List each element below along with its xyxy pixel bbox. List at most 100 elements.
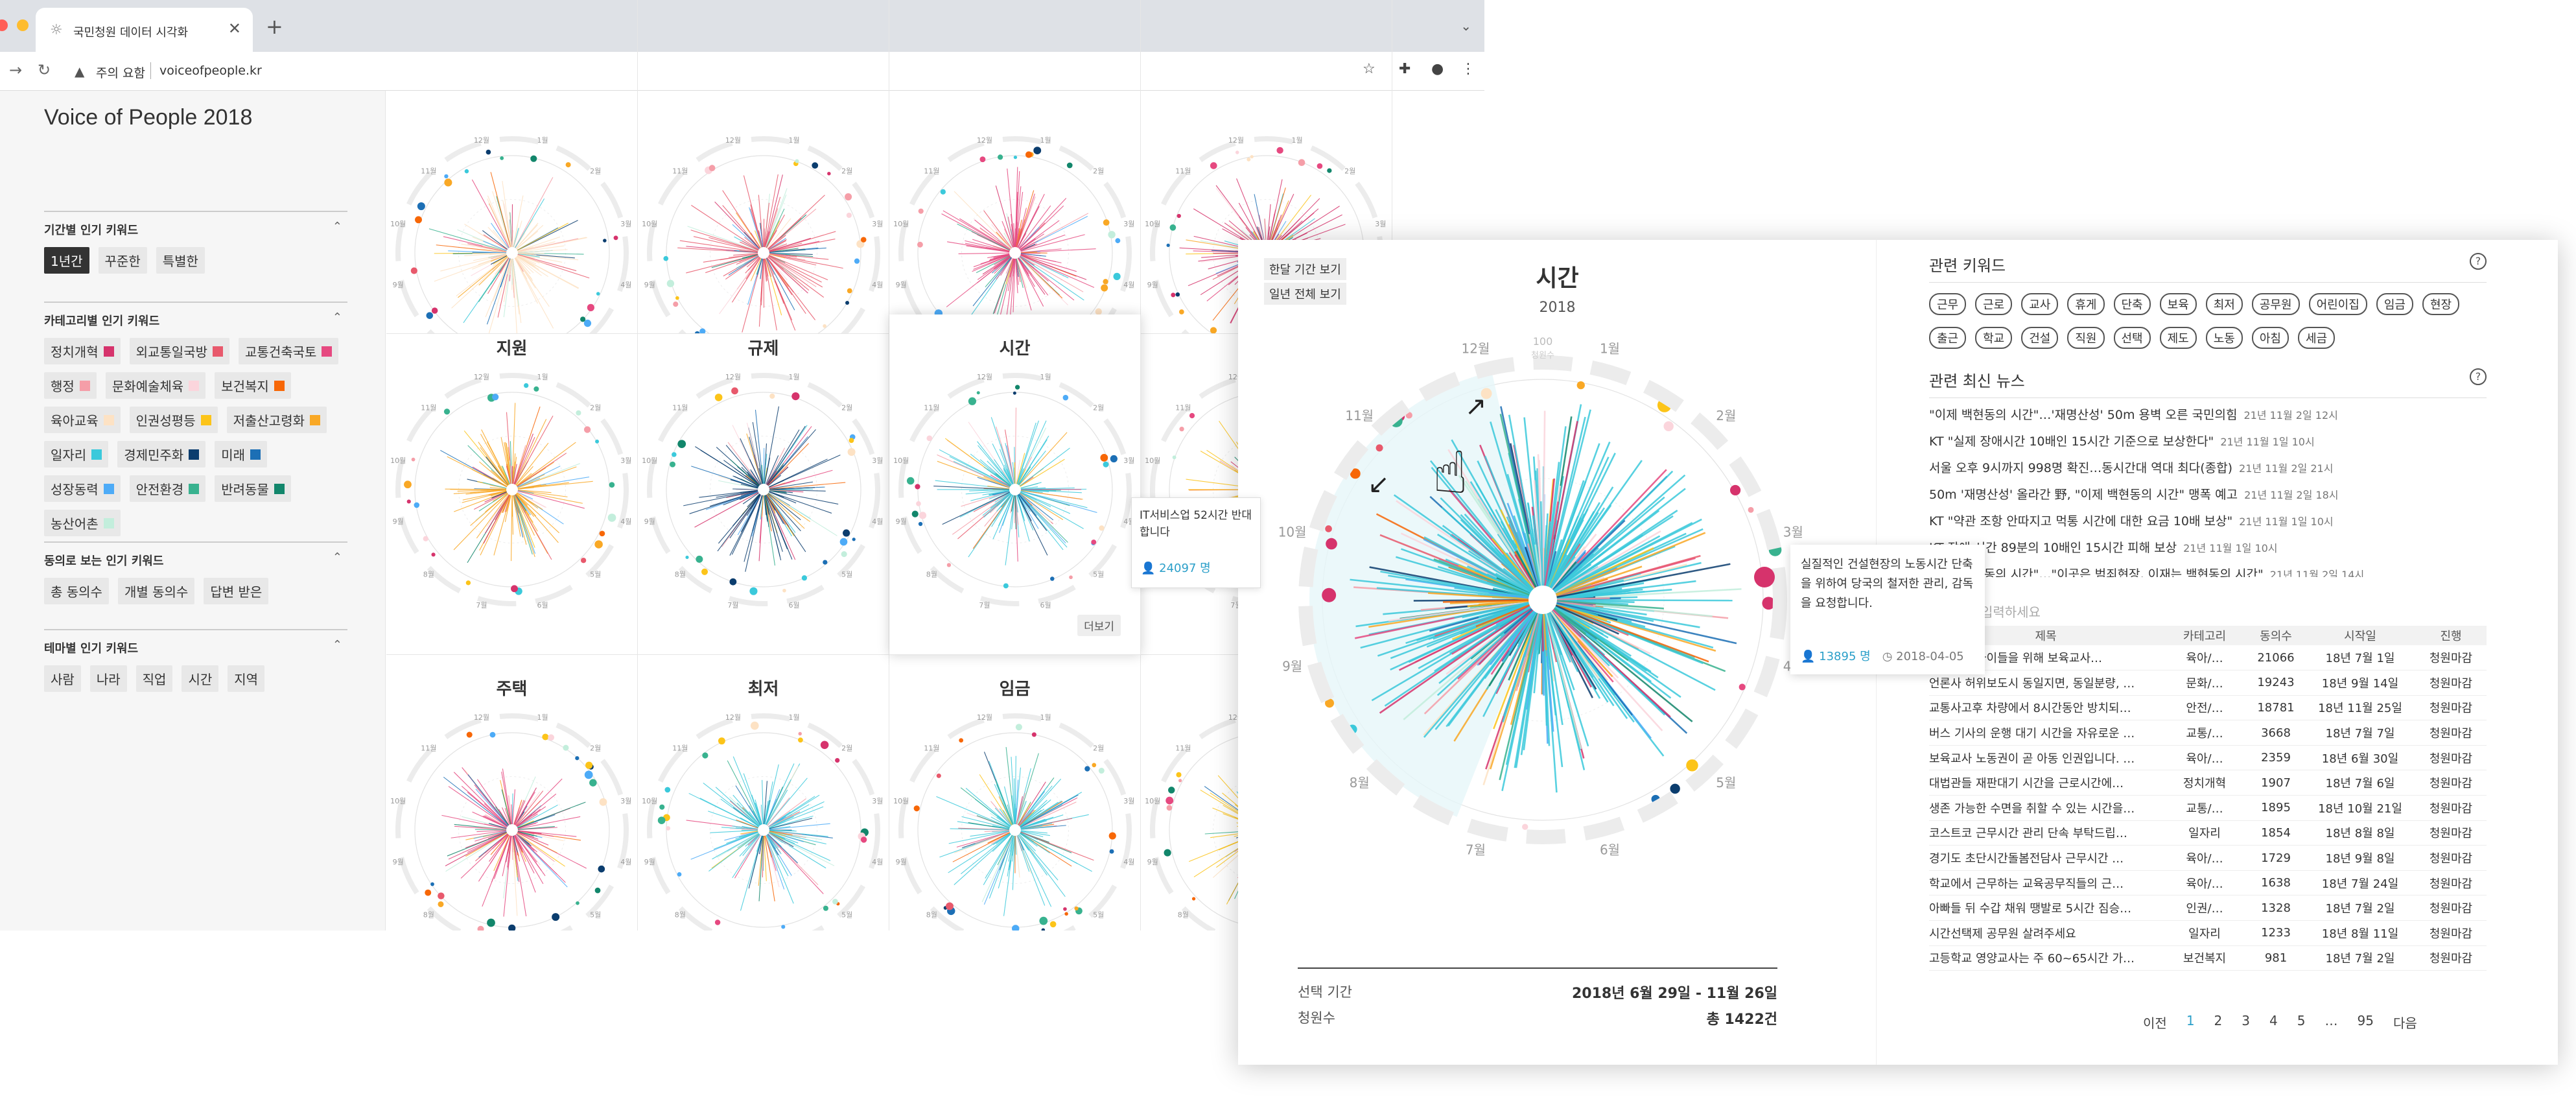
- new-tab-button[interactable]: +: [266, 14, 283, 39]
- chevron-up-icon[interactable]: ⌃: [332, 311, 342, 324]
- address-warning-label[interactable]: 주의 요함: [96, 66, 145, 80]
- close-icon[interactable]: ✕: [228, 19, 241, 38]
- detail-radial-chart[interactable]: 1월2월3월4월5월6월7월8월9월10월11월12월100청원수☝↗↙: [1238, 240, 1877, 1065]
- table-header-cell[interactable]: 시작일: [2305, 626, 2415, 645]
- related-keyword-chip[interactable]: 보육: [2159, 293, 2197, 315]
- keyword-cell[interactable]: 1월 2월 3월 4월 5월 6월 7월 8월 9월 10월 11월 12월 지원: [386, 314, 638, 655]
- table-cell[interactable]: 대법관들 재판대기 시간을 근로시간에…: [1929, 770, 2162, 796]
- chevron-up-icon[interactable]: ⌃: [332, 551, 342, 564]
- related-keyword-chip[interactable]: 학교: [1975, 327, 2013, 349]
- related-keyword-chip[interactable]: 노동: [2205, 327, 2243, 349]
- news-item[interactable]: "이제 백현동의 시간"…'재명산성' 50m 용벽 오른 국민의힘 21년 11…: [1929, 405, 2487, 432]
- keyword-cell[interactable]: 1월 2월 3월 4월 5월 6월 7월 8월 9월 10월 11월 12월 주택: [386, 655, 638, 931]
- news-title[interactable]: 서울 오후 9시까지 998명 확진…동시간대 역대 최다(종합): [1929, 461, 2233, 475]
- table-row[interactable]: 어린이집 아이들을 위해 보육교사… 육아/… 21066 18년 7월 1일 청원마감: [1929, 645, 2487, 671]
- keyword-chip[interactable]: 정치개혁: [44, 338, 121, 364]
- help-icon[interactable]: ?: [2470, 368, 2487, 385]
- keyword-chip[interactable]: 육아교육: [44, 407, 121, 433]
- keyword-chip[interactable]: 교통건축국토: [239, 338, 339, 364]
- view-month-button[interactable]: 한달 기간 보기: [1264, 258, 1346, 280]
- related-keyword-chip[interactable]: 최저: [2205, 293, 2243, 315]
- tab-search-chevron-icon[interactable]: ⌄: [1460, 18, 1471, 34]
- related-keyword-chip[interactable]: 어린이집: [2308, 293, 2367, 315]
- petition-search-input[interactable]: 검색어를 입력하세요: [1929, 602, 2487, 626]
- news-item[interactable]: KT "실제 장애시간 10배인 15시간 기준으로 보상한다" 21년 11월 …: [1929, 432, 2487, 458]
- news-item[interactable]: "이제 백현동의 시간"…"이곳은 범죄현장, 이재는 백현동의 시간" 21년 …: [1929, 565, 2487, 577]
- hovered-petition-dot[interactable]: [1754, 567, 1775, 587]
- related-keyword-chip[interactable]: 휴게: [2067, 293, 2105, 315]
- keyword-chip[interactable]: 보건복지: [215, 372, 291, 399]
- table-row[interactable]: 코스트코 근무시간 관리 단속 부탁드립… 일자리 1854 18년 8월 8일 청원마…: [1929, 820, 2487, 846]
- table-cell[interactable]: 시간선택제 공무원 살려주세요: [1929, 920, 2162, 946]
- bookmark-star-icon[interactable]: ☆: [1363, 61, 1376, 77]
- profile-avatar-icon[interactable]: ●: [1431, 61, 1444, 77]
- sidebar-section-title[interactable]: 동의로 보는 인기 키워드 ⌃: [44, 551, 342, 568]
- keyword-chip[interactable]: 농산어촌: [44, 510, 121, 536]
- keyword-cell[interactable]: 1월 2월 3월 4월 5월 6월 7월 8월 9월 10월 11월 12월 최저: [638, 655, 889, 931]
- related-keyword-chip[interactable]: 근로: [1975, 293, 2013, 315]
- related-keyword-chip[interactable]: 임금: [2376, 293, 2413, 315]
- sidebar-section-title[interactable]: 카테고리별 인기 키워드 ⌃: [44, 311, 342, 328]
- page-number[interactable]: 1: [2186, 1013, 2195, 1028]
- table-row[interactable]: 학교에서 근무하는 교육공무직들의 근… 육아/… 1638 18년 7월 24일 청원…: [1929, 870, 2487, 896]
- keyword-chip[interactable]: 성장동력: [44, 475, 121, 502]
- keyword-chip[interactable]: 외교통일국방: [129, 338, 230, 364]
- keyword-cell[interactable]: 1월 2월 3월 4월 5월 6월 7월 8월 9월 10월 11월 12월 임금: [889, 655, 1141, 931]
- chevron-up-icon[interactable]: ⌃: [332, 638, 342, 652]
- reload-icon[interactable]: ↻: [38, 61, 51, 79]
- help-icon[interactable]: ?: [2470, 253, 2487, 270]
- sidebar-section-title[interactable]: 테마별 인기 키워드 ⌃: [44, 638, 342, 656]
- table-row[interactable]: 경기도 초단시간돌봄전담사 근무시간 … 육아/… 1729 18년 9월 8일 청원마…: [1929, 845, 2487, 871]
- keyword-chip[interactable]: 미래: [215, 441, 268, 468]
- browser-tab[interactable]: ☼ 국민청원 데이터 시각화 ✕: [36, 8, 253, 52]
- news-title[interactable]: 50m '재명산성' 올라간 野, "이제 백현동의 시간" 맹폭 예고: [1929, 488, 2238, 502]
- table-row[interactable]: 버스 기사의 운행 대기 시간을 자유로운 … 교통/… 3668 18년 7월 7일…: [1929, 720, 2487, 746]
- related-keyword-chip[interactable]: 선택: [2113, 327, 2151, 349]
- related-keyword-chip[interactable]: 공무원: [2251, 293, 2300, 315]
- related-keyword-chip[interactable]: 제도: [2159, 327, 2197, 349]
- news-title[interactable]: KT "실제 장애시간 10배인 15시간 기준으로 보상한다": [1929, 434, 2214, 449]
- prev-page-button[interactable]: 이전: [2143, 1015, 2167, 1031]
- keyword-chip[interactable]: 특별한: [156, 247, 205, 274]
- news-item[interactable]: 50m '재명산성' 올라간 野, "이제 백현동의 시간" 맹폭 예고 21년 …: [1929, 485, 2487, 512]
- news-item[interactable]: KT "약관 조항 안따지고 먹통 시간에 대한 요금 10배 보상" 21년 1…: [1929, 512, 2487, 538]
- keyword-chip[interactable]: 반려동물: [215, 475, 291, 502]
- table-row[interactable]: 교통사고후 차량에서 8시간동안 방치되… 안전/… 18781 18년 11월 25…: [1929, 695, 2487, 721]
- related-keyword-chip[interactable]: 교사: [2021, 293, 2059, 315]
- keyword-chip[interactable]: 총 동의수: [44, 578, 109, 604]
- table-row[interactable]: 생존 가능한 수면을 취할 수 있는 시간을… 교통/… 1895 18년 10월 2…: [1929, 795, 2487, 821]
- table-cell[interactable]: 경기도 초단시간돌봄전담사 근무시간 …: [1929, 845, 2162, 871]
- table-cell[interactable]: 버스 기사의 운행 대기 시간을 자유로운 …: [1929, 720, 2162, 746]
- view-year-button[interactable]: 일년 전체 보기: [1264, 283, 1346, 305]
- site-title[interactable]: Voice of People 2018: [44, 105, 253, 130]
- more-button[interactable]: 더보기: [1077, 615, 1121, 636]
- keyword-chip[interactable]: 1년간: [44, 247, 89, 274]
- keyword-cell[interactable]: 1월 2월 3월 4월 5월 6월 7월 8월 9월 10월 11월 12월 규제: [638, 314, 889, 655]
- keyword-chip[interactable]: 시간: [181, 665, 219, 692]
- sidebar-section-title[interactable]: 기간별 인기 키워드 ⌃: [44, 220, 342, 237]
- page-number[interactable]: 2: [2214, 1013, 2223, 1028]
- related-keyword-chip[interactable]: 건설: [2021, 327, 2059, 349]
- table-row[interactable]: 보육교사 노동권이 곧 아동 인권입니다. … 육아/… 2359 18년 6월 30…: [1929, 745, 2487, 771]
- related-keyword-chip[interactable]: 세금: [2298, 327, 2336, 349]
- keyword-chip[interactable]: 행정: [44, 372, 97, 399]
- window-close-button[interactable]: [0, 19, 8, 31]
- table-cell[interactable]: 고등학교 영양교사는 주 60~65시간 가…: [1929, 945, 2162, 971]
- keyword-chip[interactable]: 문화예술체육: [105, 372, 206, 399]
- table-cell[interactable]: 학교에서 근무하는 교육공무직들의 근…: [1929, 870, 2162, 896]
- related-keyword-chip[interactable]: 근무: [1929, 293, 1967, 315]
- keyword-cell[interactable]: 1월 2월 3월 4월 5월 6월 7월 8월 9월 10월 11월 12월 시간 더보기: [889, 314, 1141, 655]
- warning-triangle-icon[interactable]: ▲: [75, 64, 85, 79]
- news-item[interactable]: KT 장애 시간 89분의 10배인 15시간 피해 보상 21년 11월 1일 …: [1929, 538, 2487, 565]
- keyword-chip[interactable]: 일자리: [44, 441, 109, 468]
- keyword-chip[interactable]: 인권성평등: [129, 407, 218, 433]
- related-keyword-chip[interactable]: 직원: [2067, 327, 2105, 349]
